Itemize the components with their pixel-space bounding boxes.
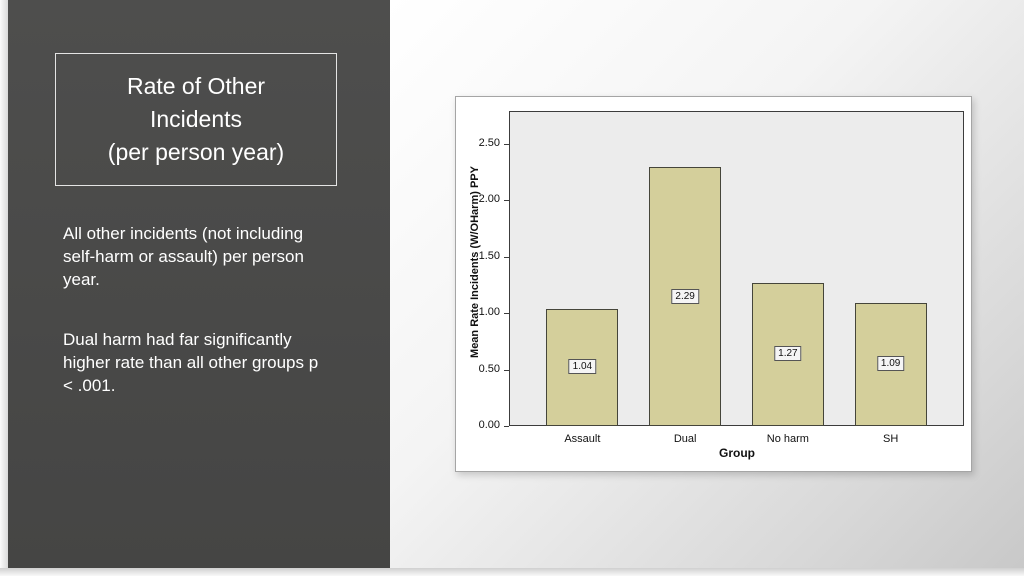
y-tick-mark xyxy=(504,143,509,145)
slide-title-box: Rate of Other Incidents (per person year… xyxy=(55,53,337,186)
slide-content-area: Mean Rate Incidents (W/OHarm) PPY Group … xyxy=(390,0,1024,576)
slide-title-line: Incidents xyxy=(149,106,243,132)
x-tick-label: Assault xyxy=(564,433,601,445)
body-paragraph-1: All other incidents (not including self-… xyxy=(63,224,304,289)
x-axis-title: Group xyxy=(719,446,755,460)
x-tick-label: No harm xyxy=(766,433,809,445)
bar-value-label: 1.27 xyxy=(774,346,802,362)
body-paragraph-2: Dual harm had far significantly higher r… xyxy=(63,330,319,395)
slide-title-line: (per person year) xyxy=(107,139,285,165)
y-tick-mark xyxy=(504,369,509,371)
y-tick-label: 2.00 xyxy=(478,193,500,206)
y-tick-label: 0.00 xyxy=(478,419,500,431)
bar-value-label: 1.04 xyxy=(568,359,597,375)
slide-title-line: Rate of Other xyxy=(126,73,266,99)
y-tick-label: 1.50 xyxy=(478,249,500,262)
slide-left-edge xyxy=(0,0,8,576)
left-text-panel: Rate of Other Incidents (per person year… xyxy=(8,0,390,568)
x-tick-label: SH xyxy=(882,433,899,445)
slide-bottom-edge xyxy=(0,568,1024,576)
y-tick-label: 0.50 xyxy=(478,362,500,375)
x-tick-label: Dual xyxy=(673,433,697,445)
y-tick-mark xyxy=(504,313,509,315)
chart: Mean Rate Incidents (W/OHarm) PPY Group … xyxy=(455,96,972,472)
y-tick-mark xyxy=(504,426,509,427)
y-tick-mark xyxy=(504,200,509,202)
bar-value-label: 2.29 xyxy=(671,288,699,304)
bar-value-label: 1.09 xyxy=(876,356,905,372)
y-tick-mark xyxy=(504,256,509,258)
y-tick-label: 1.00 xyxy=(478,306,500,319)
y-tick-label: 2.50 xyxy=(478,136,500,149)
